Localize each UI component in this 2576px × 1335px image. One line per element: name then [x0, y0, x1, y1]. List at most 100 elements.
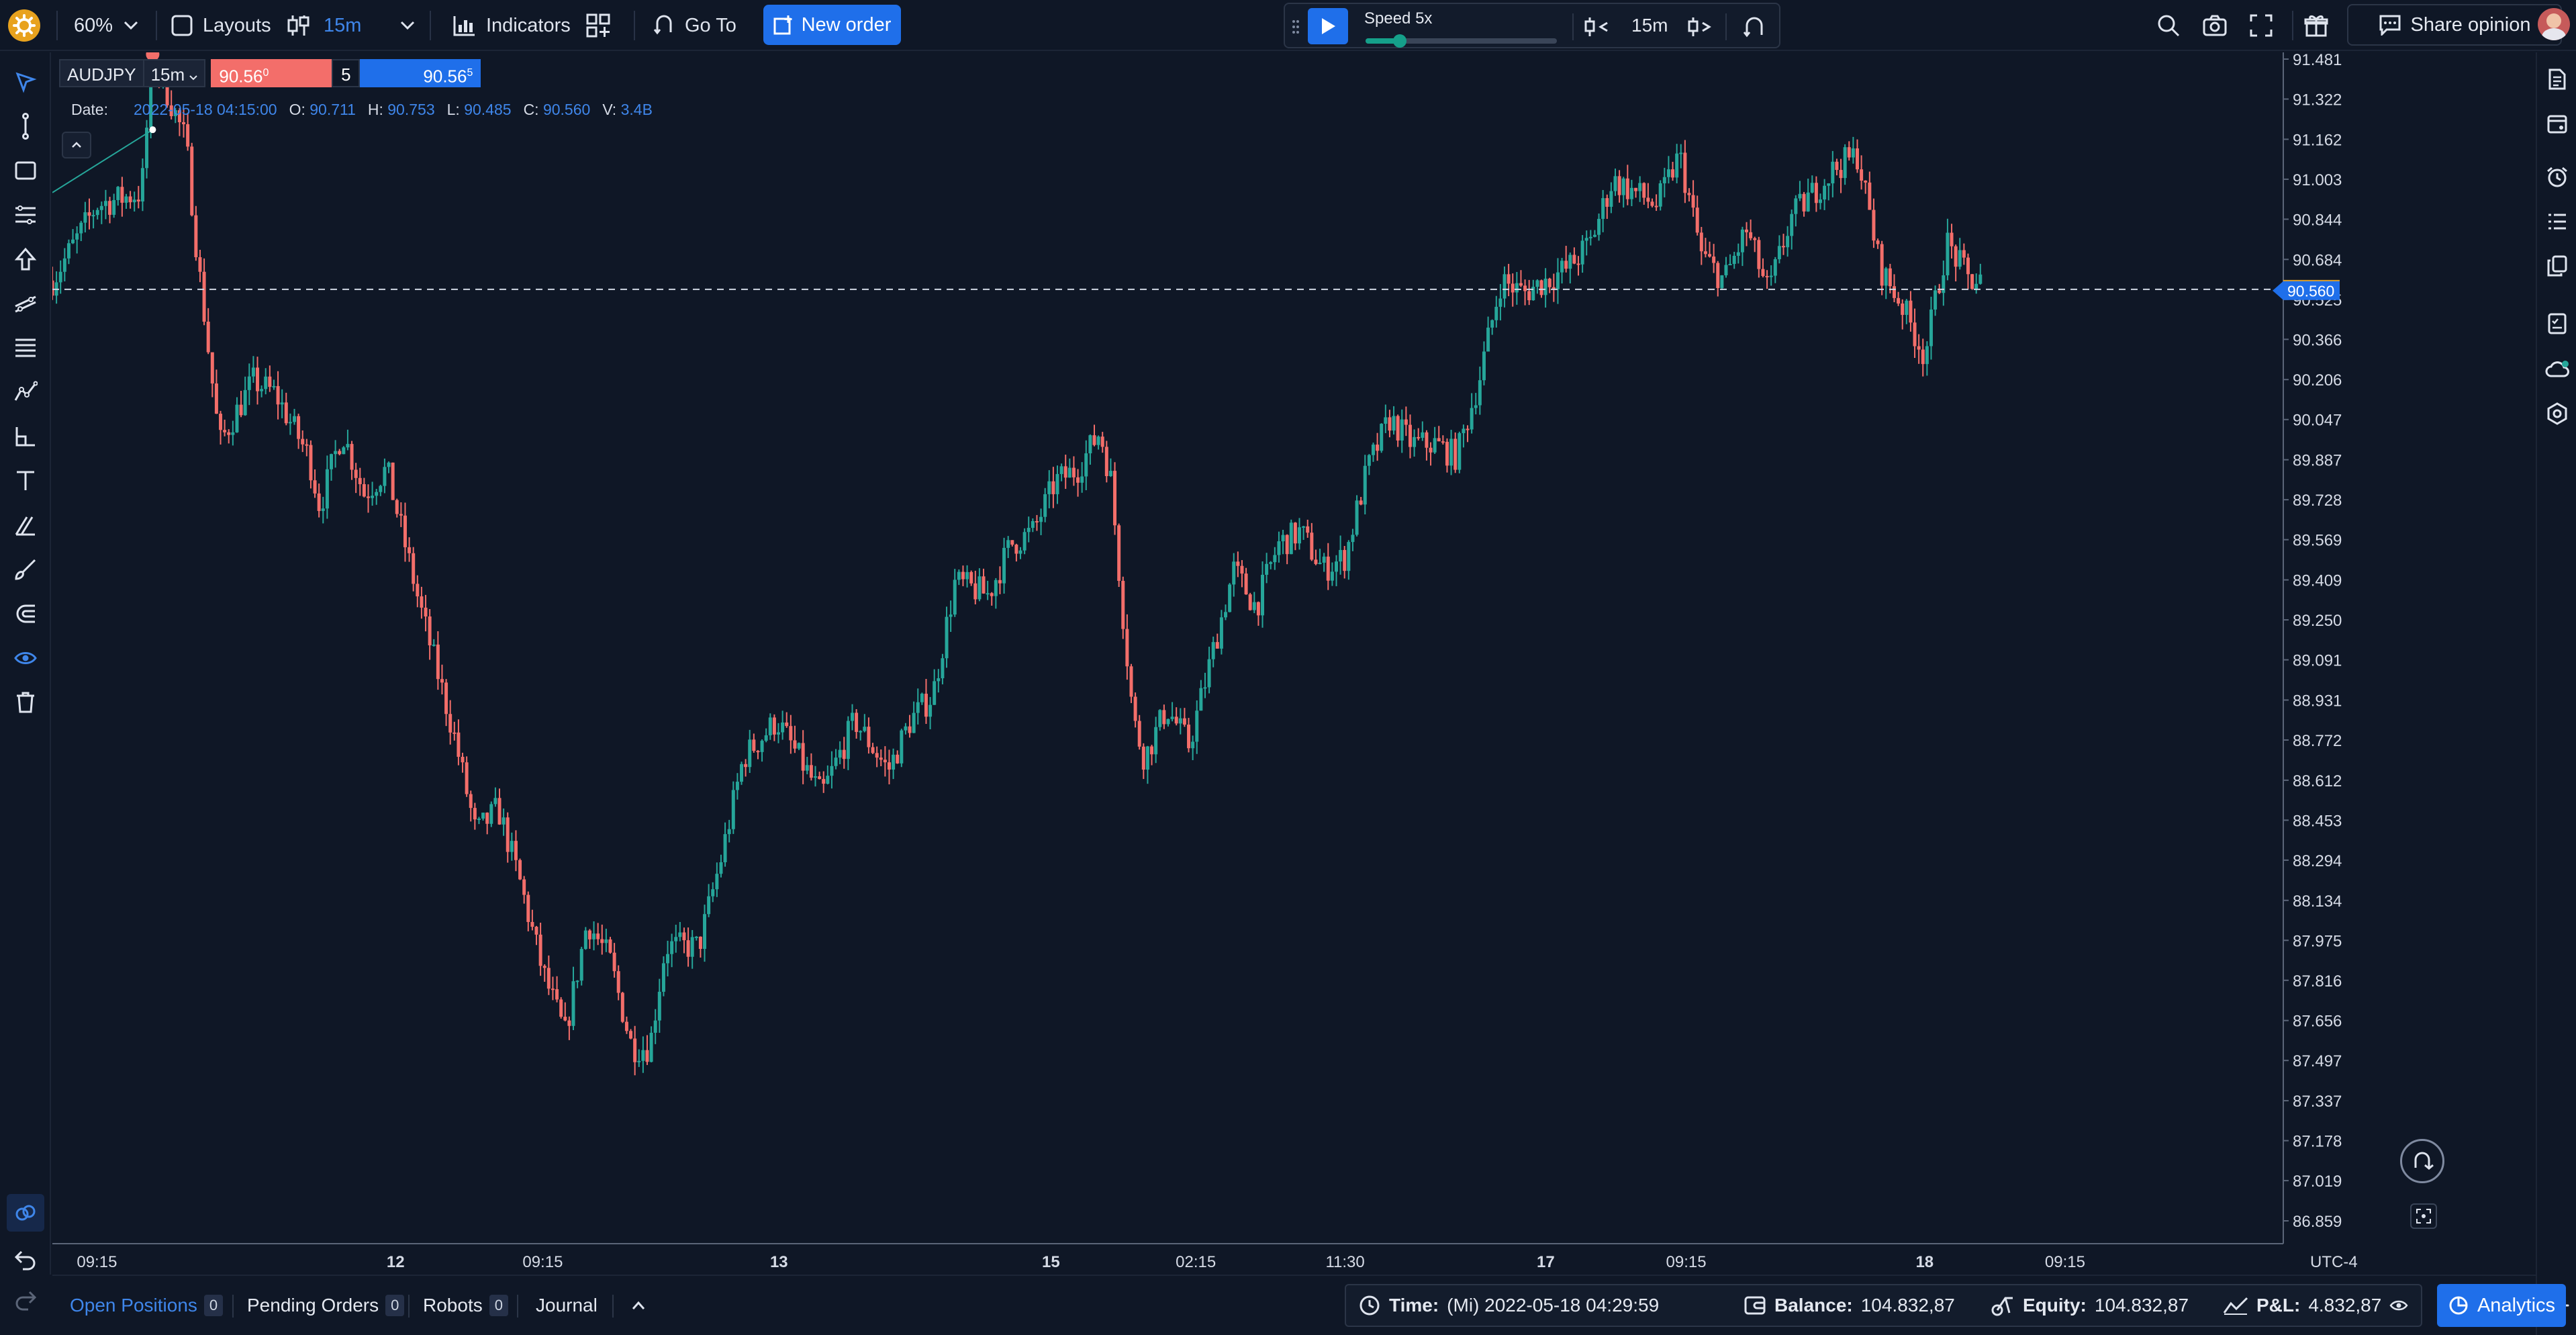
- player-timeframe[interactable]: 15m: [1631, 15, 1668, 36]
- tab-open-positions[interactable]: Open Positions 0: [70, 1276, 224, 1335]
- search-icon[interactable]: [2156, 13, 2181, 38]
- candle-body: [514, 841, 518, 860]
- candle-body: [1248, 594, 1252, 610]
- layouts-button[interactable]: Layouts: [171, 0, 271, 51]
- candle-body: [1580, 240, 1584, 265]
- candle-body: [1211, 642, 1215, 659]
- arrow-up-tool[interactable]: [9, 243, 42, 275]
- camera-icon[interactable]: [2202, 13, 2228, 38]
- pattern-tool[interactable]: [9, 376, 42, 408]
- speed-slider[interactable]: [1366, 38, 1557, 44]
- zoom-dropdown[interactable]: 60%: [74, 0, 138, 51]
- play-button[interactable]: [1308, 8, 1348, 44]
- text-tool[interactable]: [9, 465, 42, 497]
- candle-body: [1014, 545, 1018, 554]
- analytics-button[interactable]: Analytics: [2437, 1284, 2566, 1327]
- candle-body: [1121, 580, 1125, 629]
- new-order-button[interactable]: New order: [763, 5, 901, 45]
- checklist-button[interactable]: [2544, 310, 2571, 337]
- candle-body: [1539, 280, 1543, 295]
- tab-robots[interactable]: Robots 0: [423, 1276, 508, 1335]
- candle-body: [826, 776, 830, 784]
- channel-tool[interactable]: [9, 199, 42, 231]
- calendar-icon: [2547, 115, 2567, 134]
- candle-body: [600, 939, 604, 943]
- line-tool-icon: [22, 113, 29, 140]
- collapse-legend-button[interactable]: [62, 132, 91, 158]
- divider: [2292, 11, 2293, 40]
- indicators-button[interactable]: Indicators: [452, 0, 571, 51]
- speed-slider-handle[interactable]: [1393, 34, 1407, 48]
- fibonacci-tool[interactable]: [9, 332, 42, 364]
- symbol-timeframe-selector[interactable]: 15m: [144, 59, 206, 87]
- notes-button[interactable]: [2544, 66, 2571, 93]
- rectangle-tool[interactable]: [9, 154, 42, 187]
- eye-icon[interactable]: [2389, 1299, 2408, 1312]
- cloud-sync-button[interactable]: [2544, 356, 2571, 383]
- copy-button[interactable]: [2544, 252, 2571, 279]
- scroll-to-realtime-button[interactable]: [2400, 1139, 2444, 1183]
- candle-body: [506, 817, 510, 852]
- symbol-selector[interactable]: AUDJPY: [59, 59, 144, 87]
- goto-button[interactable]: Go To: [653, 0, 736, 51]
- candle-body: [432, 644, 436, 646]
- jump-to-icon[interactable]: [1742, 15, 1767, 39]
- visibility-tool[interactable]: [9, 642, 42, 674]
- candle-body: [1043, 494, 1047, 517]
- candle-body: [1289, 522, 1293, 555]
- measure-tool[interactable]: [9, 420, 42, 453]
- redo-button[interactable]: [9, 1284, 42, 1316]
- step-back-icon[interactable]: [1583, 16, 1610, 38]
- delete-drawings-tool[interactable]: [9, 686, 42, 719]
- candle-body: [571, 981, 575, 1026]
- brush-set-tool[interactable]: [9, 509, 42, 541]
- lot-size-input[interactable]: 5: [332, 59, 361, 87]
- calendar-button[interactable]: [2544, 110, 2571, 137]
- avatar[interactable]: [2538, 8, 2570, 40]
- candle-body: [924, 694, 928, 717]
- magnet-icon: [16, 604, 35, 623]
- candle-body: [1408, 424, 1412, 447]
- candle-body: [465, 762, 469, 794]
- fullscreen-icon[interactable]: [2249, 13, 2273, 38]
- gift-icon[interactable]: [2304, 13, 2328, 38]
- clock-icon: [1359, 1295, 1380, 1316]
- buy-button[interactable]: 90.565: [360, 59, 481, 87]
- timeframe-dropdown[interactable]: 15m: [286, 0, 415, 51]
- settings-button[interactable]: [2544, 400, 2571, 427]
- timeframe-value: 15m: [324, 14, 362, 36]
- close-label: C:: [523, 101, 539, 118]
- candle-body: [657, 991, 661, 1021]
- tab-journal[interactable]: Journal: [536, 1276, 598, 1335]
- price-tick-label: 91.322: [2293, 91, 2342, 109]
- magnet-tool[interactable]: [9, 598, 42, 630]
- app-logo[interactable]: [8, 9, 40, 42]
- candle-body: [1293, 522, 1297, 544]
- share-opinion-button[interactable]: Share opinion: [2347, 4, 2562, 46]
- sync-charts-button[interactable]: [7, 1194, 44, 1232]
- step-forward-icon[interactable]: [1686, 16, 1713, 38]
- cursor-tool[interactable]: [9, 66, 42, 98]
- tab-pending-orders[interactable]: Pending Orders 0: [247, 1276, 405, 1335]
- candle-body: [883, 759, 887, 763]
- candlestick-chart[interactable]: 91.481 91.322 91.162 91.003 90.844 90.684 90.5…: [52, 52, 2456, 1275]
- candle-body: [268, 376, 272, 387]
- candle-body: [1839, 170, 1843, 179]
- candle-body: [1191, 741, 1195, 749]
- candle-body: [1187, 725, 1191, 749]
- templates-button[interactable]: [585, 0, 611, 51]
- alerts-button[interactable]: [2544, 164, 2571, 191]
- chevron-up-icon[interactable]: [631, 1300, 646, 1311]
- candle-body: [965, 571, 969, 580]
- brush-tool[interactable]: [9, 553, 42, 586]
- trendline-tool[interactable]: [9, 110, 42, 142]
- candle-body: [256, 367, 260, 392]
- drag-handle-icon[interactable]: [1292, 19, 1300, 35]
- price-chart[interactable]: 91.481 91.322 91.162 91.003 90.844 90.684 90.5…: [52, 52, 2456, 1275]
- watchlist-button[interactable]: [2544, 208, 2571, 235]
- auto-scale-button[interactable]: [2410, 1203, 2437, 1229]
- sell-button[interactable]: 90.560: [211, 59, 332, 87]
- candle-body: [789, 726, 793, 741]
- undo-button[interactable]: [9, 1244, 42, 1276]
- pitchfork-tool[interactable]: [9, 287, 42, 320]
